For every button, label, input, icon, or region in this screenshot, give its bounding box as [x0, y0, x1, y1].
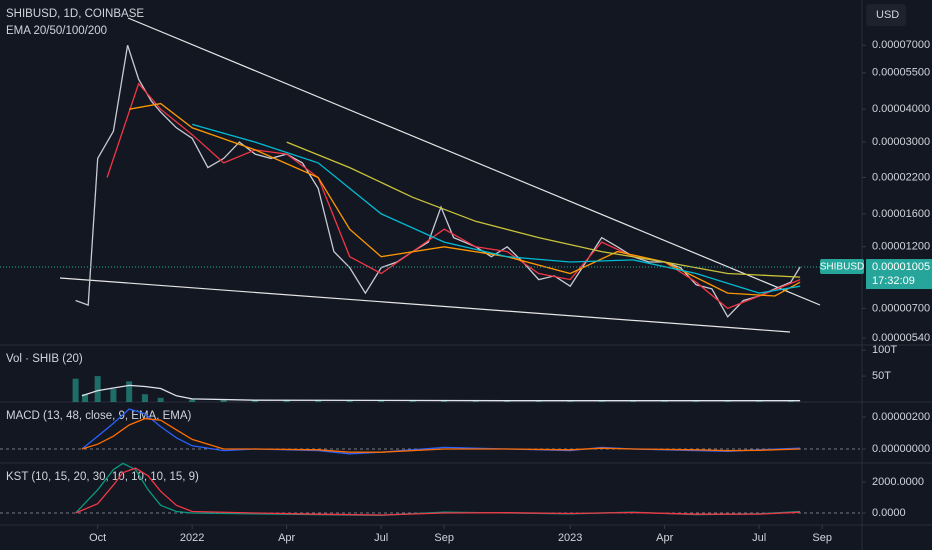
y-tick-label: 0.00000540 [872, 332, 930, 344]
x-tick-label: 2022 [180, 532, 204, 544]
y-tick-label: 50T [872, 370, 891, 382]
volume-bar [567, 400, 574, 402]
x-tick-label: Jul [374, 532, 388, 544]
volume-bar [504, 400, 511, 402]
series-line [286, 141, 801, 278]
pane-subtitle: EMA 20/50/100/200 [6, 25, 107, 37]
y-tick-label: 0.00000700 [872, 302, 930, 314]
x-tick-label: Sep [434, 532, 454, 544]
volume-bar [283, 400, 290, 402]
countdown-label: 17:32:09 [872, 275, 915, 287]
series-line [81, 384, 801, 402]
symbol-badge [820, 259, 864, 275]
currency[interactable]: USD [876, 9, 899, 21]
pane-title: MACD (13, 48, close, 9, EMA, EMA) [6, 410, 192, 422]
volume-bar [82, 394, 89, 402]
pane-title: SHIBUSD, 1D, COINBASE [6, 8, 144, 20]
volume-bar [315, 400, 322, 402]
y-tick-label: 0.00002200 [872, 171, 930, 183]
volume-bar [141, 394, 148, 402]
trend-lines [59, 17, 821, 333]
volume-bar [630, 400, 637, 402]
series-line [75, 467, 801, 516]
volume-bar [126, 381, 133, 402]
volume-bar [441, 400, 448, 402]
volume-bar [220, 399, 227, 402]
y-tick-label: 0.00003000 [872, 136, 930, 148]
volume-bar [472, 400, 479, 402]
price-label: 0.00001005 [872, 261, 930, 273]
x-tick-label: Apr [656, 532, 673, 544]
y-tick-label: 0.0000 [872, 507, 906, 519]
volume-bar [94, 376, 101, 402]
volume-bar [72, 378, 79, 402]
volume-bar [378, 400, 385, 402]
currency-button[interactable] [866, 4, 906, 26]
y-tick-label: 0.00000000 [872, 443, 930, 455]
series-line [192, 123, 801, 294]
x-tick-label: 2023 [558, 532, 582, 544]
pane-title: Vol · SHIB (20) [6, 353, 83, 365]
symbol-label: SHIBUSD [820, 262, 864, 273]
y-tick-label: 0.00001200 [872, 241, 930, 253]
trend-line [127, 17, 821, 306]
y-tick-label: 0.00004000 [872, 103, 930, 115]
series-line [75, 44, 801, 318]
volume-bar [756, 400, 763, 402]
volume-bar [409, 400, 416, 402]
price-badge [866, 259, 932, 290]
series-line [129, 102, 801, 297]
volume-bar [252, 400, 259, 402]
y-tick-label: 2000.0000 [872, 476, 924, 488]
volume-bar [693, 400, 700, 402]
x-tick-label: Apr [278, 532, 295, 544]
volume-bar [661, 400, 668, 402]
x-tick-label: Oct [89, 532, 106, 544]
series-line [81, 417, 801, 453]
y-tick-label: 0.00001600 [872, 208, 930, 220]
volume-bar [110, 389, 117, 402]
y-tick-label: 0.00000200 [872, 411, 930, 423]
trend-line [59, 277, 791, 333]
x-tick-label: Sep [812, 532, 832, 544]
volume-bar [189, 399, 196, 402]
volume-bar [157, 397, 164, 402]
volume-bar [535, 400, 542, 402]
pane-title: KST (10, 15, 20, 30, 10, 10, 10, 15, 9) [6, 471, 199, 483]
x-tick-label: Jul [752, 532, 766, 544]
y-tick-label: 0.00005500 [872, 67, 930, 79]
y-tick-label: 0.00007000 [872, 39, 930, 51]
y-tick-label: 100T [872, 344, 897, 356]
